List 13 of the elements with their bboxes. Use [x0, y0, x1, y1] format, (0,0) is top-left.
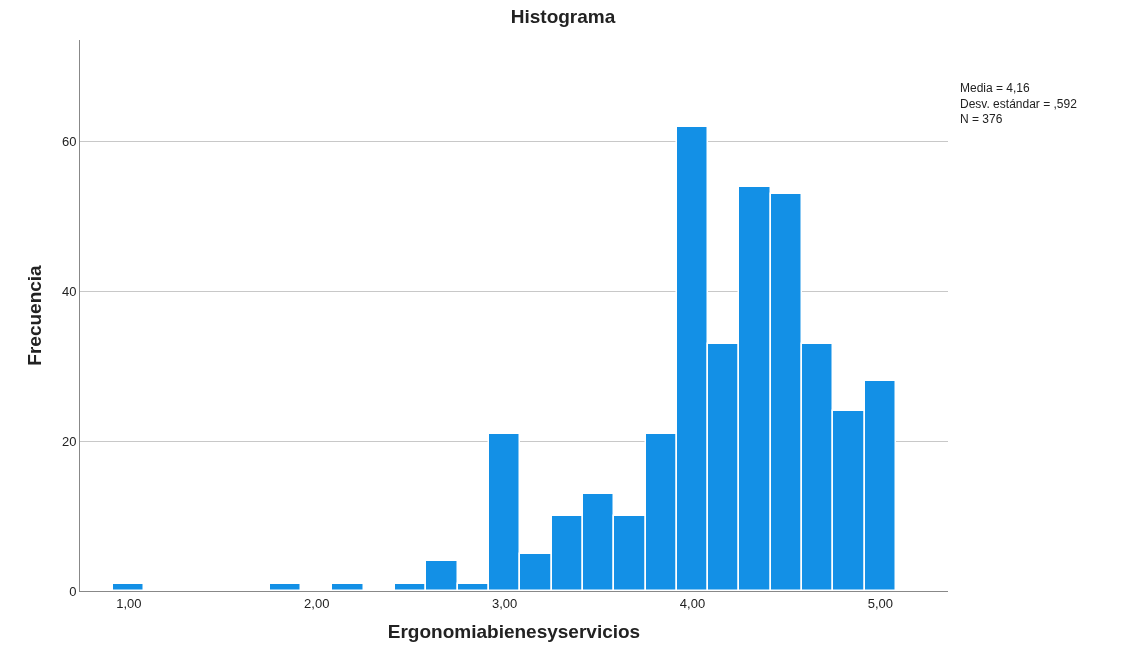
x-tick-label: 3,00	[491, 595, 518, 611]
y-tick-label: 0	[69, 583, 77, 599]
y-axis-title: Frecuencia	[23, 264, 45, 366]
x-tick-label: 1,00	[116, 595, 142, 611]
y-tick-label: 60	[61, 134, 77, 150]
x-axis-title: Ergonomiabienesyservicios	[387, 621, 641, 643]
text: Media = 4,16 Desv. estándar = ,592 N = 376	[960, 81, 1078, 127]
x-tick-label: 2,00	[304, 595, 330, 611]
y-tick-label: 20	[61, 433, 77, 449]
chart-title: Histograma	[510, 6, 616, 28]
x-tick-label: 5,00	[867, 595, 894, 611]
x-tick-label: 4,00	[679, 595, 706, 611]
y-tick-label: 40	[61, 284, 77, 300]
